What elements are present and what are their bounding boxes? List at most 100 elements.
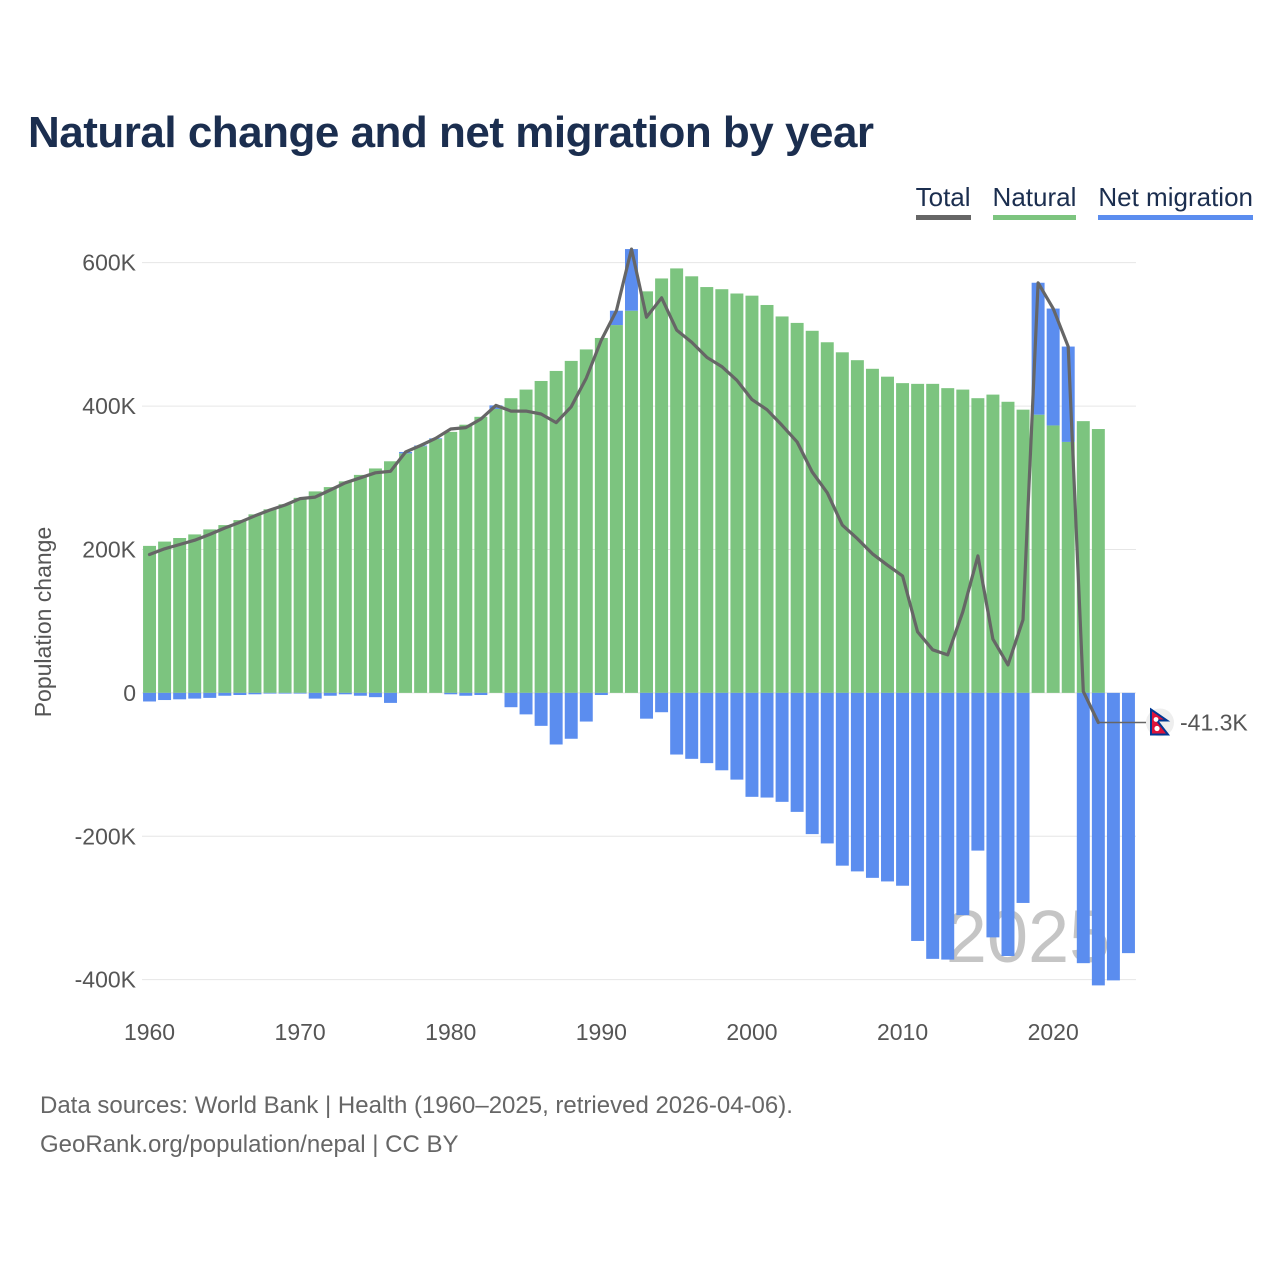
- net-migration-bar: [1076, 692, 1090, 964]
- net-migration-bar: [956, 692, 970, 916]
- natural-bar: [308, 491, 322, 693]
- footer-sources: Data sources: World Bank | Health (1960–…: [40, 1092, 793, 1119]
- net-migration-bar: [203, 692, 217, 698]
- natural-bar: [474, 416, 488, 693]
- net-migration-bar: [820, 692, 834, 844]
- natural-bar: [670, 268, 684, 693]
- natural-bar: [685, 276, 699, 693]
- natural-bar: [248, 514, 262, 693]
- net-migration-bar: [293, 692, 307, 694]
- net-migration-bar: [353, 692, 367, 696]
- net-migration-bar: [248, 692, 262, 695]
- natural-bar: [263, 509, 277, 693]
- net-migration-bar: [865, 692, 879, 878]
- x-tick-label: 2010: [877, 1019, 928, 1045]
- net-migration-bar: [143, 692, 157, 702]
- end-marker: -41.3K: [1098, 707, 1248, 737]
- natural-bar: [579, 349, 593, 693]
- net-migration-bar: [1106, 692, 1120, 981]
- chart-title: Natural change and net migration by year: [28, 108, 874, 157]
- y-tick-label: 200K: [82, 536, 136, 562]
- natural-bar: [143, 545, 157, 693]
- natural-bar: [384, 461, 397, 693]
- legend-item-net-migration[interactable]: Net migration: [1098, 182, 1253, 220]
- net-migration-bar: [685, 692, 699, 759]
- natural-bar: [745, 295, 759, 693]
- legend: Total Natural Net migration: [915, 182, 1253, 220]
- footer-attribution[interactable]: GeoRank.org/population/nepal | CC BY: [40, 1131, 459, 1158]
- net-migration-bar: [760, 692, 774, 798]
- natural-bar: [760, 304, 774, 693]
- net-migration-bar: [1046, 308, 1060, 426]
- net-migration-bar: [941, 692, 955, 960]
- natural-bar: [624, 310, 638, 693]
- net-migration-bar: [926, 692, 940, 959]
- net-migration-bar: [805, 692, 819, 835]
- net-migration-bar: [640, 692, 654, 719]
- footer: Data sources: World Bank | Health (1960–…: [40, 1086, 793, 1164]
- natural-bar: [700, 287, 714, 693]
- net-migration-bar: [911, 692, 925, 941]
- natural-bar: [790, 322, 804, 693]
- x-axis-ticks: 1960 1970 1980 1990 2000 2010 2020: [124, 1019, 1079, 1045]
- net-migration-bar: [1091, 692, 1105, 986]
- natural-bar: [1061, 441, 1075, 693]
- net-migration-bar: [263, 692, 277, 694]
- net-migration-bar: [384, 692, 397, 703]
- natural-bar: [896, 383, 910, 693]
- net-migration-bar: [835, 692, 849, 866]
- net-migration-bar: [444, 692, 458, 695]
- legend-item-natural[interactable]: Natural: [992, 182, 1077, 220]
- natural-bar: [609, 325, 623, 693]
- natural-bar: [1091, 429, 1105, 693]
- x-tick-label: 2000: [726, 1019, 777, 1045]
- total-line: [147, 247, 1100, 725]
- natural-bar: [1046, 425, 1060, 693]
- x-tick-label: 1980: [425, 1019, 476, 1045]
- net-migration-bar: [896, 692, 910, 886]
- net-migration-bar: [986, 692, 1000, 938]
- net-migration-bar: [308, 692, 322, 699]
- net-migration-bar: [730, 692, 744, 780]
- net-migration-bar: [700, 692, 714, 764]
- natural-bar: [926, 383, 940, 693]
- natural-bar: [564, 360, 578, 693]
- natural-bar: [368, 468, 382, 693]
- natural-bar: [519, 389, 533, 693]
- net-migration-bar: [594, 692, 608, 696]
- natural-bar: [158, 541, 172, 693]
- net-migration-bar: [670, 692, 684, 755]
- y-tick-label: 0: [123, 680, 136, 706]
- net-migration-bar: [519, 692, 533, 715]
- x-tick-label: 1960: [124, 1019, 175, 1045]
- net-migration-bar: [1001, 692, 1015, 956]
- net-migration-bar: [173, 692, 187, 700]
- net-migration-bar: [474, 692, 488, 696]
- y-tick-label: -400K: [75, 967, 137, 993]
- end-value-label: -41.3K: [1180, 709, 1248, 735]
- x-tick-label: 1970: [275, 1019, 326, 1045]
- natural-bar: [414, 446, 428, 693]
- net-migration-bar: [564, 692, 578, 739]
- natural-bar: [459, 424, 473, 693]
- natural-bar: [730, 293, 744, 693]
- net-migration-bar: [534, 692, 548, 726]
- nepal-flag-icon: [1146, 707, 1174, 737]
- natural-bar: [640, 291, 654, 693]
- natural-bar: [956, 389, 970, 693]
- natural-bar: [489, 408, 503, 693]
- y-tick-label: 600K: [82, 250, 136, 276]
- y-axis-ticks: 600K 400K 200K 0 -200K -400K: [75, 250, 137, 993]
- natural-bar: [775, 316, 789, 693]
- natural-bar: [293, 497, 307, 693]
- natural-bar: [203, 529, 217, 693]
- net-migration-bar: [338, 692, 352, 695]
- natural-bar: [429, 439, 443, 693]
- legend-item-total[interactable]: Total: [915, 182, 971, 220]
- bars: [143, 249, 1135, 986]
- natural-bar: [504, 398, 518, 693]
- natural-bar: [594, 337, 608, 693]
- natural-bar: [911, 383, 925, 693]
- natural-bar: [338, 481, 352, 693]
